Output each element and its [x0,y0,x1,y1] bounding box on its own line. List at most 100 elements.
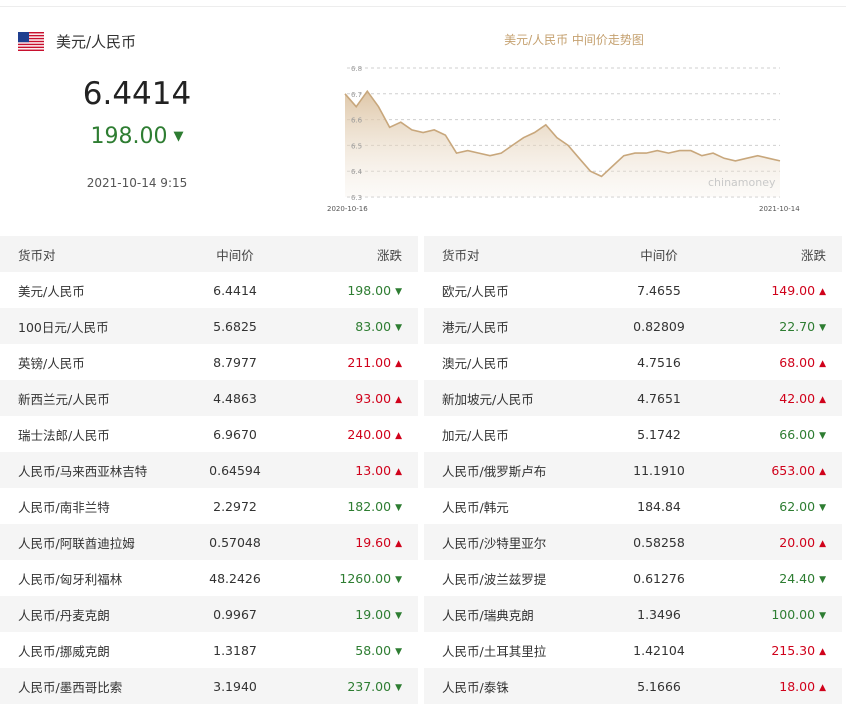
rate-change: 19.00 ▼ [280,607,418,622]
mid-rate: 1.3187 [213,642,257,658]
table-row[interactable]: 港元/人民币 0.82809 22.70 ▼ [424,308,842,344]
rate-change: 24.40 ▼ [704,571,842,586]
table-row[interactable]: 人民币/波兰兹罗提 0.61276 24.40 ▼ [424,560,842,596]
pair-name[interactable]: 人民币/南非兰特 [18,499,110,515]
table-row[interactable]: 加元/人民币 5.1742 66.00 ▼ [424,416,842,452]
rate-change: 1260.00 ▼ [280,571,418,586]
pair-name[interactable]: 人民币/墨西哥比索 [18,679,123,695]
trend-chart: 6.8 6.7 6.6 6.5 6.4 6.3 chinamoney 2020-10-16… [327,65,800,213]
table-row[interactable]: 人民币/南非兰特 2.2972 182.00 ▼ [0,488,418,524]
table-row[interactable]: 人民币/墨西哥比索 3.1940 237.00 ▼ [0,668,418,704]
down-arrow-icon: ▼ [819,322,826,333]
table-row[interactable]: 人民币/土耳其里拉 1.42104 215.30 ▲ [424,632,842,668]
pair-name[interactable]: 加元/人民币 [442,427,509,443]
mid-rate: 0.61276 [633,570,685,586]
up-arrow-icon: ▲ [819,466,826,477]
mid-rate: 4.7651 [637,390,681,406]
pair-name[interactable]: 美元/人民币 [18,283,85,299]
pair-name[interactable]: 人民币/挪威克朗 [18,643,110,659]
change-value: 62.00 [779,498,816,514]
y-tick-label: 6.5 [351,142,362,150]
table-row[interactable]: 新加坡元/人民币 4.7651 42.00 ▲ [424,380,842,416]
table-row[interactable]: 新西兰元/人民币 4.4863 93.00 ▲ [0,380,418,416]
pair-name[interactable]: 瑞士法郎/人民币 [18,427,110,443]
table-row[interactable]: 人民币/挪威克朗 1.3187 58.00 ▼ [0,632,418,668]
pair-name[interactable]: 澳元/人民币 [442,355,509,371]
pair-name[interactable]: 人民币/丹麦克朗 [18,607,110,623]
mid-rate: 1.3496 [637,606,681,622]
rate-change: 62.00 ▼ [704,499,842,514]
pair-name[interactable]: 人民币/沙特里亚尔 [442,535,547,551]
top-divider [0,6,846,7]
up-arrow-icon: ▲ [819,286,826,297]
y-tick-label: 6.6 [351,117,363,125]
pair-name[interactable]: 人民币/俄罗斯卢布 [442,463,547,479]
table-row[interactable]: 人民币/匈牙利福林 48.2426 1260.00 ▼ [0,560,418,596]
pair-name[interactable]: 新加坡元/人民币 [442,391,534,407]
table-row[interactable]: 人民币/瑞典克朗 1.3496 100.00 ▼ [424,596,842,632]
down-arrow-icon: ▼ [395,322,402,333]
rate-change: 58.00 ▼ [280,643,418,658]
table-row[interactable]: 100日元/人民币 5.6825 83.00 ▼ [0,308,418,344]
pair-name[interactable]: 人民币/马来西亚林吉特 [18,463,148,479]
trend-line [344,89,781,178]
table-row[interactable]: 人民币/丹麦克朗 0.9967 19.00 ▼ [0,596,418,632]
table-row[interactable]: 英镑/人民币 8.7977 211.00 ▲ [0,344,418,380]
mid-rate: 5.1742 [637,426,681,442]
pair-name[interactable]: 人民币/土耳其里拉 [442,643,547,659]
table-row[interactable]: 澳元/人民币 4.7516 68.00 ▲ [424,344,842,380]
up-arrow-icon: ▲ [395,538,402,549]
table-row[interactable]: 欧元/人民币 7.4655 149.00 ▲ [424,272,842,308]
rate-change: 182.00 ▼ [280,499,418,514]
table-row[interactable]: 人民币/马来西亚林吉特 0.64594 13.00 ▲ [0,452,418,488]
down-arrow-icon: ▼ [819,502,826,513]
table-row[interactable]: 人民币/泰铢 5.1666 18.00 ▲ [424,668,842,704]
x-axis-end-label: 2021-10-14 [759,205,800,213]
up-arrow-icon: ▲ [819,682,826,693]
change-value: 66.00 [779,426,816,442]
rate-change: 93.00 ▲ [280,391,418,406]
change-value: 1260.00 [339,570,392,586]
down-arrow-icon: ▼ [395,286,402,297]
selected-pair-name: 美元/人民币 [56,32,137,51]
rate-change: 240.00 ▲ [280,427,418,442]
mid-rate: 0.57048 [209,534,261,550]
rate-change: 653.00 ▲ [704,463,842,478]
change-value: 24.40 [779,570,816,586]
header-mid: 中间价 [640,247,678,263]
pair-name[interactable]: 欧元/人民币 [442,283,509,299]
mid-rate: 4.4863 [213,390,257,406]
pair-name[interactable]: 人民币/阿联酋迪拉姆 [18,535,135,551]
pair-name[interactable]: 人民币/韩元 [442,499,509,515]
rate-change: 83.00 ▼ [280,319,418,334]
pair-name[interactable]: 港元/人民币 [442,319,509,335]
pair-name[interactable]: 英镑/人民币 [18,355,85,371]
pair-name[interactable]: 人民币/泰铢 [442,679,509,695]
change-value: 22.70 [779,318,816,334]
mid-rate: 4.7516 [637,354,681,370]
pair-name[interactable]: 人民币/瑞典克朗 [442,607,534,623]
change-value: 13.00 [355,462,392,478]
mid-rate: 5.6825 [213,318,257,334]
rate-timestamp: 2021-10-14 9:15 [86,176,188,190]
table-row[interactable]: 人民币/阿联酋迪拉姆 0.57048 19.60 ▲ [0,524,418,560]
header-change: 涨跌 [376,247,402,263]
pair-name[interactable]: 100日元/人民币 [18,319,109,335]
table-row[interactable]: 瑞士法郎/人民币 6.9670 240.00 ▲ [0,416,418,452]
change-value: 93.00 [355,390,392,406]
pair-name[interactable]: 人民币/匈牙利福林 [18,571,123,587]
chart-title: 美元/人民币 中间价走势图 [504,33,644,47]
table-row[interactable]: 人民币/俄罗斯卢布 11.1910 653.00 ▲ [424,452,842,488]
table-header-row: 货币对 中间价 涨跌 [0,236,418,272]
table-row[interactable]: 人民币/沙特里亚尔 0.58258 20.00 ▲ [424,524,842,560]
rates-table-left: 货币对 中间价 涨跌 美元/人民币 6.4414 198.00 ▼ 100日元/人民币 5… [0,236,418,704]
up-arrow-icon: ▲ [819,358,826,369]
pair-name[interactable]: 人民币/波兰兹罗提 [442,571,547,587]
pair-name[interactable]: 新西兰元/人民币 [18,391,110,407]
y-tick-label: 6.4 [351,168,363,176]
table-row[interactable]: 美元/人民币 6.4414 198.00 ▼ [0,272,418,308]
table-row[interactable]: 人民币/韩元 184.84 62.00 ▼ [424,488,842,524]
change-value: 42.00 [779,390,816,406]
mid-rate: 0.64594 [209,462,261,478]
down-arrow-icon: ▼ [819,610,826,621]
